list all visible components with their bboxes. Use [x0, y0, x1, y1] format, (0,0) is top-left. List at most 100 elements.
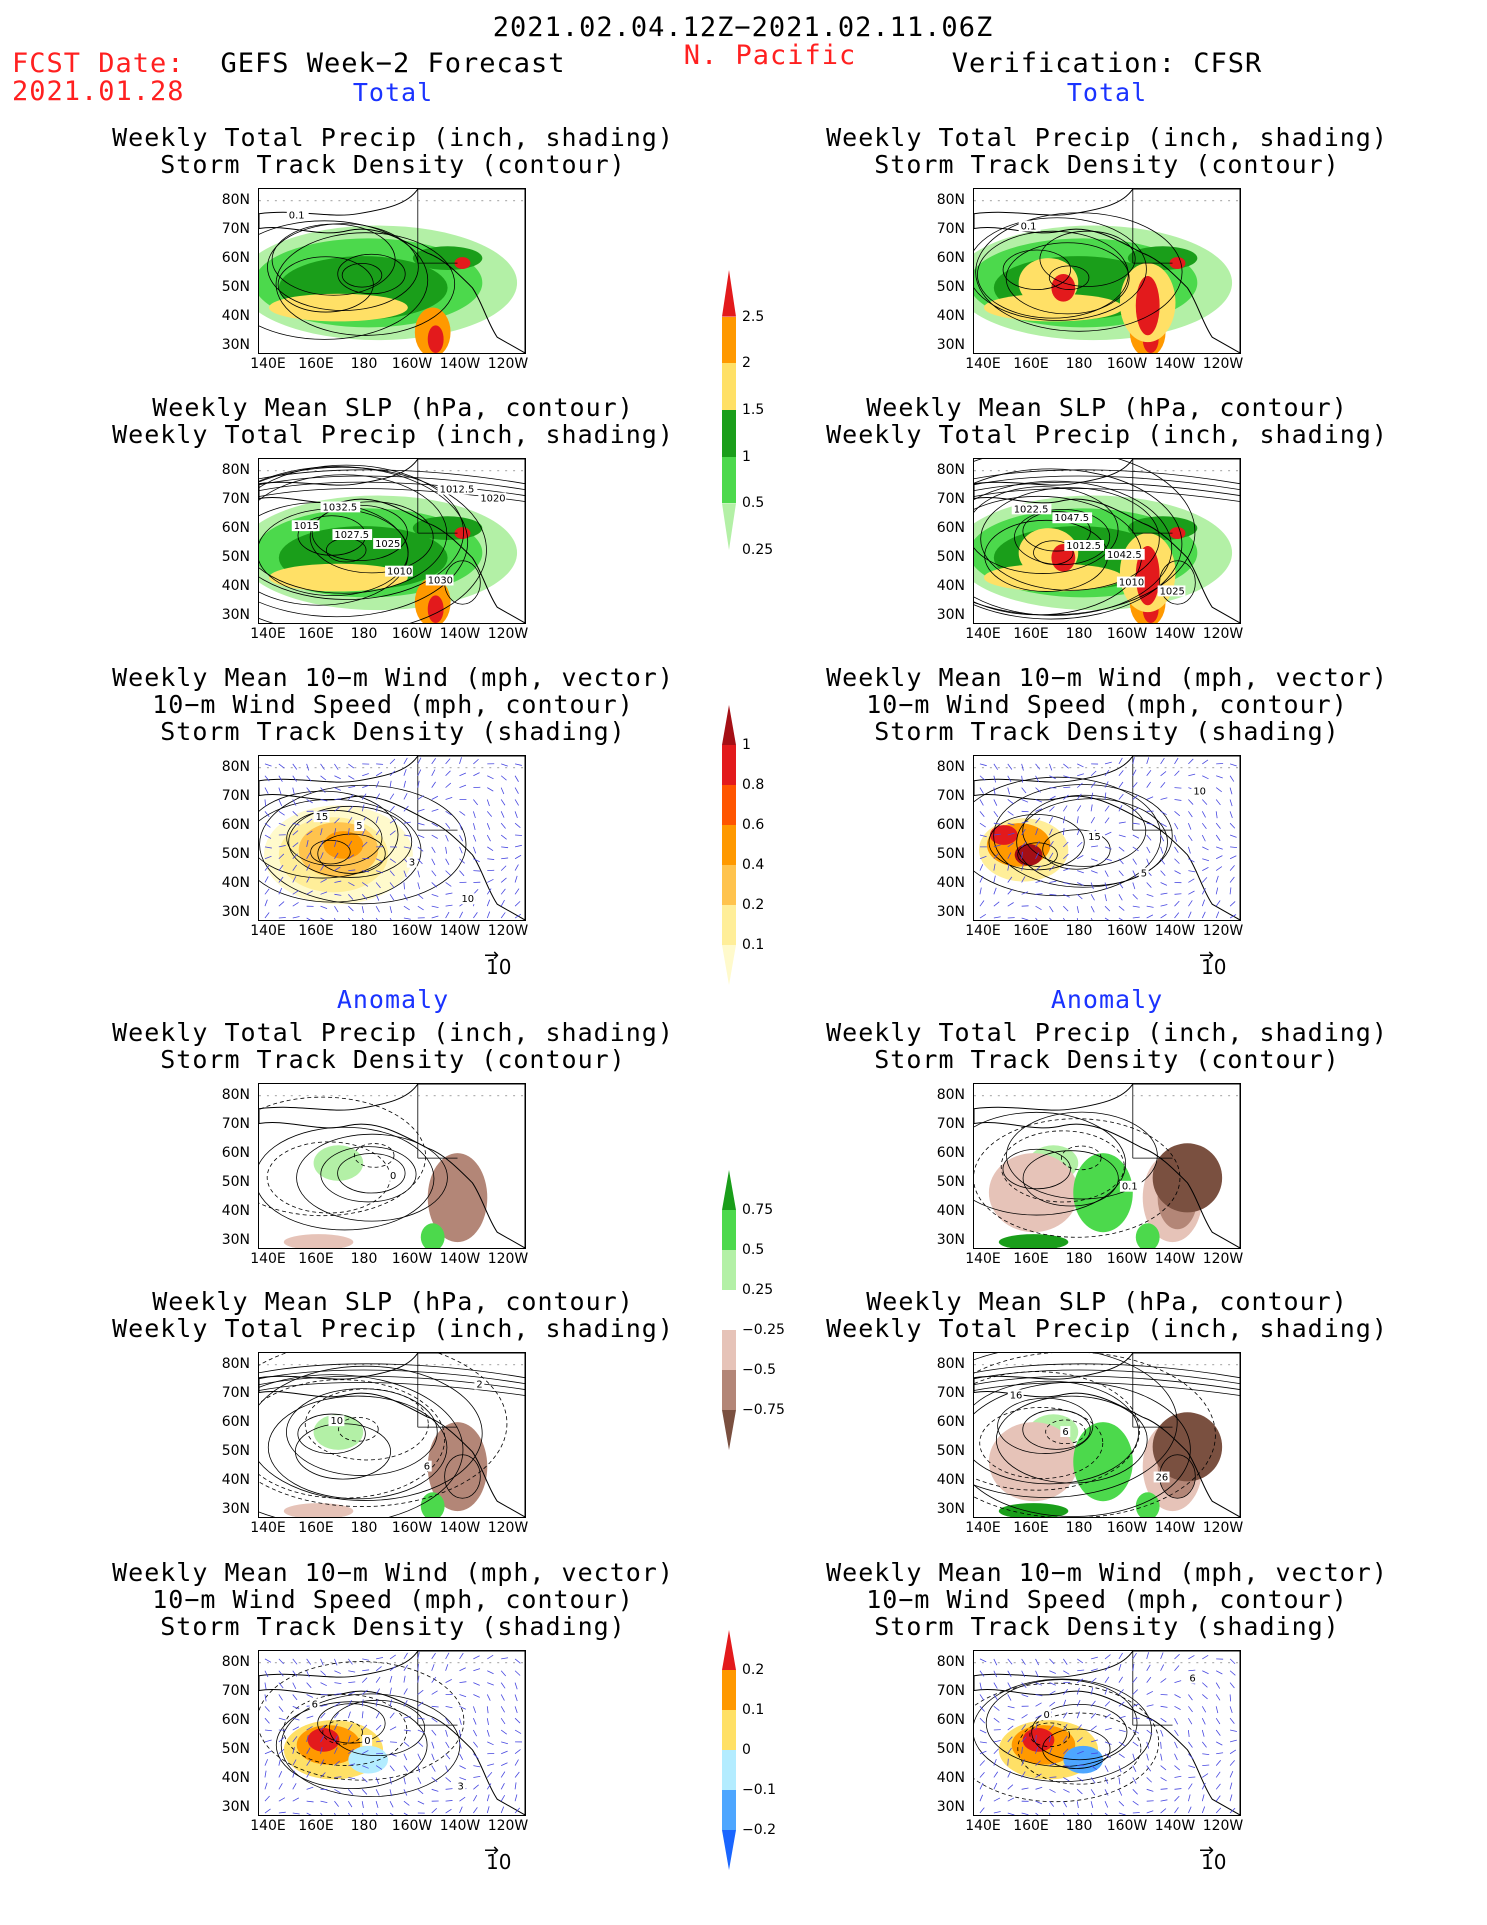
wind-vector: [993, 887, 997, 895]
wind-vector: [993, 833, 1001, 836]
wind-vector: [361, 894, 368, 900]
wind-vector: [361, 906, 364, 914]
wind-vector: [1188, 1655, 1195, 1660]
wind-vector: [445, 1705, 453, 1709]
wind-vector: [403, 821, 411, 824]
colorbar-segment: [722, 705, 736, 745]
wind-vector: [334, 775, 341, 780]
wind-vector: [500, 899, 505, 907]
panel-title-line: 10−m Wind Speed (mph, contour): [152, 1585, 634, 1614]
wind-vector: [1188, 811, 1193, 818]
lon-tick-label: 180: [350, 626, 378, 642]
colorbar-precip_total: [722, 270, 736, 550]
map-panel-p3l: 5 3 10 15: [258, 755, 526, 921]
contour-label-bg: [1116, 576, 1145, 588]
wind-vector: [1021, 820, 1029, 824]
wind-vector: [1007, 863, 1010, 871]
wind-vector: [431, 915, 439, 919]
wind-vector: [375, 1724, 382, 1731]
wind-vector: [1201, 911, 1206, 919]
wind-vector: [264, 846, 272, 849]
wind-vector: [389, 917, 392, 920]
wind-vector: [445, 1808, 452, 1814]
wind-vector: [1229, 811, 1233, 818]
wind-vector: [264, 811, 270, 818]
wind-vector: [320, 891, 328, 895]
wind-vector: [1118, 894, 1123, 901]
wind-vector: [1174, 822, 1179, 830]
wind-vector: [278, 1670, 284, 1677]
wind-vector: [361, 793, 367, 800]
wind-vector: [1049, 795, 1056, 800]
wind-vector: [361, 841, 368, 848]
panel-title-line: Storm Track Density (shading): [160, 1612, 626, 1641]
panel-title-line: Weekly Mean 10−m Wind (mph, vector): [112, 663, 674, 692]
wind-vector: [1062, 1812, 1065, 1815]
lon-tick-label: 160W: [1106, 356, 1148, 372]
lat-tick-label: 80N: [936, 462, 965, 478]
coastline: [974, 189, 1240, 353]
wind-vector: [306, 763, 310, 771]
panel-title-p1r: Weekly Total Precip (inch, shading) Storm…: [826, 124, 1388, 178]
wind-vector: [1146, 1704, 1154, 1707]
wind-vector: [403, 917, 411, 920]
panel-title-line: Storm Track Density (contour): [874, 150, 1340, 179]
wind-vector: [1146, 796, 1154, 800]
wind-vector: [486, 1729, 490, 1737]
wind-vector: [1007, 1771, 1012, 1778]
wind-vector: [1035, 775, 1040, 783]
lat-tick-label: 30N: [936, 904, 965, 920]
lat-tick-label: 50N: [221, 1741, 250, 1757]
wind-vector: [1215, 1694, 1221, 1701]
map-plot: 1047.5 1042.5 1025 1022.5 1012.5 1010: [974, 459, 1240, 623]
wind-vector: [514, 1794, 518, 1802]
wind-vector: [459, 1777, 467, 1781]
wind-vector: [431, 1664, 435, 1671]
wind-vector: [1118, 781, 1124, 788]
wind-vector: [1062, 805, 1068, 812]
wind-vector: [993, 1694, 999, 1701]
wind-vector: [306, 830, 313, 836]
wind-vector: [278, 763, 285, 769]
section-total-right: Total: [1066, 78, 1148, 107]
lon-tick-label: 160E: [1013, 1251, 1049, 1267]
wind-vector: [514, 1694, 518, 1702]
wind-vector: [278, 845, 286, 848]
wind-vector: [445, 1741, 450, 1749]
contour-label: 16: [1010, 1390, 1023, 1401]
wind-vector: [1174, 1653, 1180, 1660]
wind-vector: [1035, 1812, 1039, 1815]
contour-label-bg: [425, 574, 454, 586]
contour-line: [974, 468, 1183, 620]
wind-vector: [417, 795, 424, 800]
wind-vector: [1160, 904, 1168, 907]
wind-vector: [1049, 1747, 1053, 1754]
wind-vector: [403, 757, 408, 765]
wind-vector: [1021, 1771, 1026, 1778]
wind-vector: [348, 854, 355, 860]
border-line: [417, 1353, 458, 1428]
wind-vector: [292, 1717, 300, 1721]
contour-line: [1014, 508, 1111, 566]
wind-vector: [1104, 1765, 1109, 1772]
lon-tick-label: 120W: [487, 626, 529, 642]
lon-tick-label: 180: [350, 1251, 378, 1267]
contour-label-bg: [286, 209, 309, 221]
lon-tick-label: 160E: [298, 1818, 334, 1834]
colorbar-segment: [722, 503, 736, 550]
wind-vector: [979, 787, 984, 794]
lat-tick-label: 50N: [221, 1443, 250, 1459]
wind-vector: [1063, 841, 1069, 848]
wind-vector: [292, 775, 297, 782]
wind-vector: [375, 1666, 382, 1672]
colorbar-segment: [722, 270, 736, 317]
wind-vector: [1049, 917, 1052, 920]
panel-title-line: Storm Track Density (shading): [874, 1612, 1340, 1641]
contour-line: [974, 1381, 1191, 1517]
panel-title-line: Storm Track Density (shading): [874, 717, 1340, 746]
wind-vector: [1063, 905, 1069, 912]
wind-vector: [320, 1759, 325, 1766]
wind-vector: [348, 785, 356, 789]
wind-vector: [514, 901, 521, 907]
lat-tick-label: 50N: [221, 279, 250, 295]
